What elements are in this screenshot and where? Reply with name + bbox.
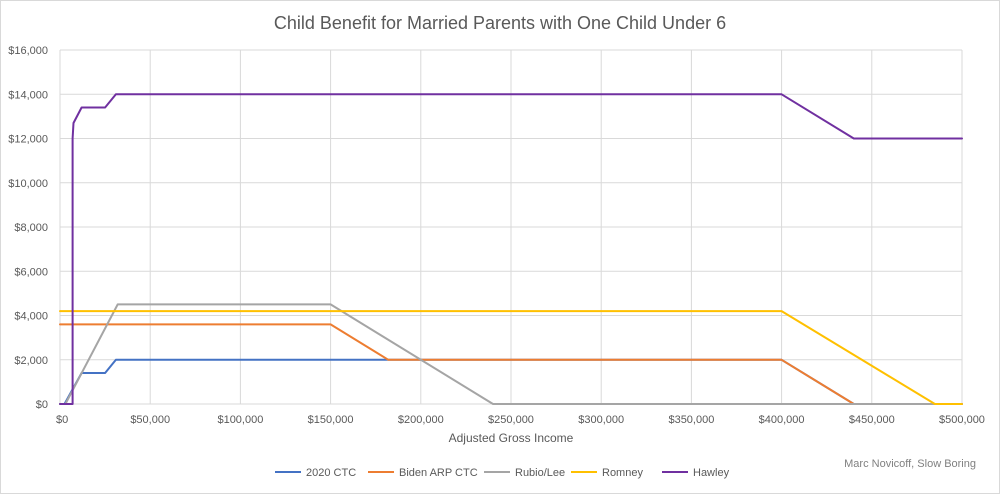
y-tick-label: $14,000 — [8, 89, 48, 101]
x-tick-label: $350,000 — [668, 414, 714, 426]
x-tick-label: $500,000 — [939, 414, 985, 426]
legend-label: Biden ARP CTC — [399, 467, 478, 479]
y-tick-label: $8,000 — [14, 222, 48, 234]
legend-label: Hawley — [693, 467, 730, 479]
legend-label: Romney — [602, 467, 643, 479]
x-tick-label: $200,000 — [398, 414, 444, 426]
x-tick-label: $450,000 — [849, 414, 895, 426]
legend-label: Rubio/Lee — [515, 467, 565, 479]
x-tick-label: $300,000 — [578, 414, 624, 426]
y-tick-label: $16,000 — [8, 45, 48, 57]
x-tick-label: $100,000 — [217, 414, 263, 426]
x-tick-label: $150,000 — [308, 414, 354, 426]
x-tick-label: $50,000 — [130, 414, 170, 426]
y-tick-label: $6,000 — [14, 266, 48, 278]
chart-title: Child Benefit for Married Parents with O… — [274, 13, 726, 33]
x-tick-label: $250,000 — [488, 414, 534, 426]
chart-credit: Marc Novicoff, Slow Boring — [844, 458, 976, 470]
y-axis-tick-labels: $0 $2,000 $4,000 $6,000 $8,000 $10,000 $12,000… — [8, 45, 48, 411]
x-tick-label: $400,000 — [759, 414, 805, 426]
y-tick-label: $0 — [36, 399, 48, 411]
gridlines — [59, 49, 963, 405]
y-tick-label: $12,000 — [8, 134, 48, 146]
y-tick-label: $2,000 — [14, 355, 48, 367]
x-tick-label: $0 — [56, 414, 68, 426]
series-line-romney — [59, 310, 963, 405]
series-line-hawley — [59, 93, 963, 405]
x-axis-title: Adjusted Gross Income — [449, 431, 574, 445]
legend-label: 2020 CTC — [306, 467, 356, 479]
y-tick-label: $4,000 — [14, 311, 48, 323]
y-tick-label: $10,000 — [8, 178, 48, 190]
legend: 2020 CTC Biden ARP CTC Rubio/Lee Romney Hawl… — [275, 467, 730, 479]
x-axis-tick-labels: $0 $50,000 $100,000 $150,000 $200,000 $250,00… — [56, 414, 985, 426]
series-lines — [59, 93, 963, 405]
